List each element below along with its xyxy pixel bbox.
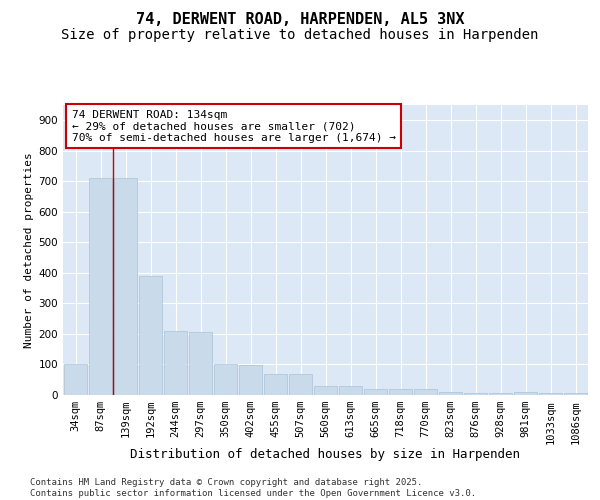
- Bar: [64, 364, 87, 395]
- Bar: [339, 386, 362, 395]
- Bar: [164, 331, 187, 395]
- Bar: [264, 374, 287, 395]
- Bar: [314, 386, 337, 395]
- Text: 74 DERWENT ROAD: 134sqm
← 29% of detached houses are smaller (702)
70% of semi-d: 74 DERWENT ROAD: 134sqm ← 29% of detache…: [72, 110, 396, 143]
- Bar: [564, 394, 587, 395]
- Bar: [214, 364, 237, 395]
- Y-axis label: Number of detached properties: Number of detached properties: [25, 152, 34, 348]
- Bar: [89, 178, 112, 395]
- Bar: [414, 389, 437, 395]
- Text: Size of property relative to detached houses in Harpenden: Size of property relative to detached ho…: [61, 28, 539, 42]
- Bar: [539, 394, 562, 395]
- Bar: [389, 389, 412, 395]
- X-axis label: Distribution of detached houses by size in Harpenden: Distribution of detached houses by size …: [131, 448, 521, 461]
- Bar: [464, 392, 487, 395]
- Text: 74, DERWENT ROAD, HARPENDEN, AL5 3NX: 74, DERWENT ROAD, HARPENDEN, AL5 3NX: [136, 12, 464, 28]
- Bar: [289, 374, 312, 395]
- Bar: [189, 332, 212, 395]
- Bar: [364, 389, 387, 395]
- Bar: [114, 178, 137, 395]
- Text: Contains HM Land Registry data © Crown copyright and database right 2025.
Contai: Contains HM Land Registry data © Crown c…: [30, 478, 476, 498]
- Bar: [239, 366, 262, 395]
- Bar: [139, 276, 162, 395]
- Bar: [489, 392, 512, 395]
- Bar: [439, 392, 462, 395]
- Bar: [514, 392, 537, 395]
